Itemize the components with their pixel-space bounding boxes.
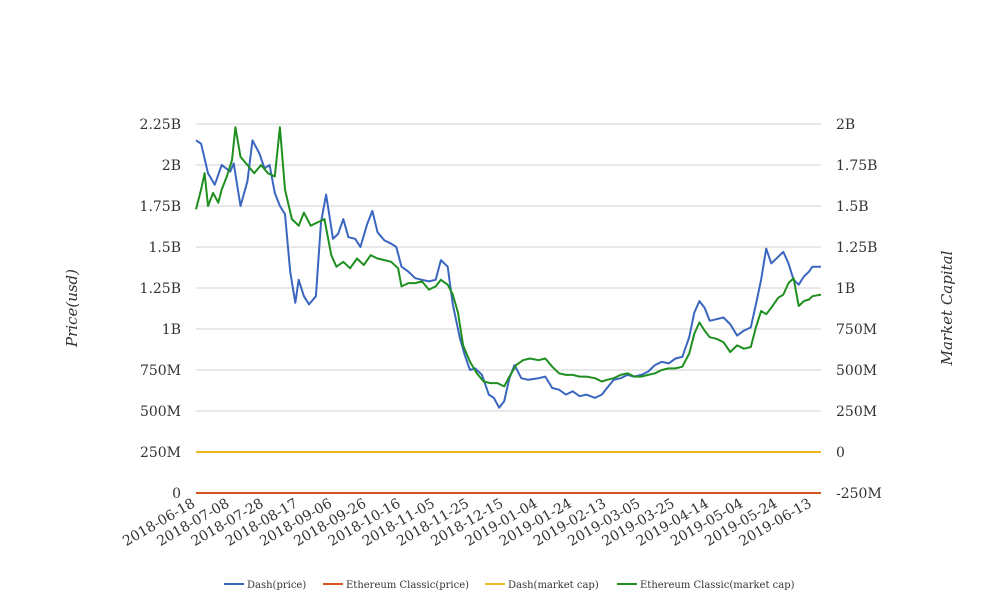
left-tick-label: 1.25B — [140, 281, 181, 297]
left-tick-label: 250M — [140, 445, 181, 461]
legend-label: Ethereum Classic(price) — [346, 580, 469, 591]
left-y-axis-ticks: 0 250M 500M 750M 1B 1.25B 1.5B 1.75B 2B 2.25B — [140, 117, 181, 502]
left-tick-label: 1B — [162, 322, 181, 338]
right-tick-label: 1.25B — [836, 240, 877, 256]
legend-label: Dash(price) — [247, 580, 306, 591]
left-tick-label: 1.75B — [140, 199, 181, 215]
left-tick-label: 0 — [172, 486, 181, 502]
left-tick-label: 1.5B — [148, 240, 181, 256]
series-line-ethereum-classic-market-cap — [195, 126, 822, 388]
series-line-dash-price — [195, 139, 821, 409]
series-lines — [195, 126, 822, 494]
legend-label: Ethereum Classic(market cap) — [640, 580, 795, 591]
right-tick-label: 2B — [836, 117, 855, 133]
legend-label: Dash(market cap) — [508, 580, 599, 591]
left-axis-title: Price(usd) — [63, 269, 81, 348]
x-axis-ticks: 2018-06-182018-07-082018-07-282018-08-17… — [120, 496, 814, 550]
right-tick-label: 1.75B — [836, 158, 877, 174]
right-tick-label: 500M — [836, 363, 877, 379]
right-tick-label: 1B — [836, 281, 855, 297]
right-tick-label: 0 — [836, 445, 845, 461]
right-axis-title: Market Capital — [938, 250, 956, 366]
left-tick-label: 500M — [140, 404, 181, 420]
left-tick-label: 750M — [140, 363, 181, 379]
legend: Dash(price) Ethereum Classic(price) Dash(m… — [224, 580, 795, 591]
right-tick-label: 750M — [836, 322, 877, 338]
right-y-axis-ticks: -250M 0 250M 500M 750M 1B 1.25B 1.5B 1.75B 2B — [836, 117, 882, 502]
gridlines — [196, 123, 821, 494]
left-tick-label: 2.25B — [140, 117, 181, 133]
left-tick-label: 2B — [162, 158, 181, 174]
right-tick-label: -250M — [836, 486, 882, 502]
right-tick-label: 250M — [836, 404, 877, 420]
right-tick-label: 1.5B — [836, 199, 869, 215]
